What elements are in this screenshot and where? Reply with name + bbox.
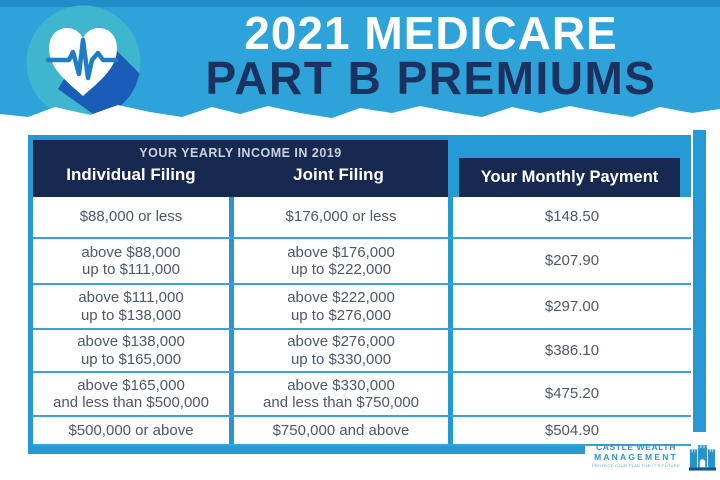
payment-cell: $504.90 bbox=[453, 417, 691, 444]
page-title-line1: 2021 MEDICARE bbox=[244, 7, 618, 59]
payment-cell: $148.50 bbox=[453, 197, 691, 237]
income-group-header: YOUR YEARLY INCOME IN 2019 Individual Fi… bbox=[33, 140, 448, 197]
payment-cell: $297.00 bbox=[453, 285, 691, 328]
table-frame-left bbox=[28, 135, 33, 454]
brand-name: CASTLE WEALTH MANAGEMENT PROTECT YOUR PL… bbox=[586, 442, 686, 468]
column-divider bbox=[229, 285, 234, 328]
table-row: above $88,000 up to $111,000 above $176,… bbox=[33, 237, 691, 283]
page-title: 2021 MEDICARE PART B PREMIUMS bbox=[148, 7, 714, 104]
income-cell-individual: above $165,000 and less than $500,000 bbox=[33, 373, 229, 415]
castle-icon bbox=[689, 443, 716, 477]
column-divider bbox=[229, 417, 234, 444]
income-cell-individual: $88,000 or less bbox=[33, 197, 229, 237]
column-divider bbox=[229, 373, 234, 415]
brand-name-line2: MANAGEMENT bbox=[594, 451, 678, 462]
column-divider bbox=[229, 330, 234, 371]
brand-name-line1: CASTLE WEALTH bbox=[596, 442, 676, 452]
table-frame-right bbox=[693, 130, 706, 432]
income-cell-joint: above $330,000 and less than $750,000 bbox=[234, 373, 448, 415]
column-divider bbox=[448, 417, 453, 444]
heart-pulse-icon bbox=[25, 4, 142, 121]
column-header-individual: Individual Filing bbox=[66, 165, 196, 184]
payment-cell: $475.20 bbox=[453, 373, 691, 415]
income-cell-individual: above $138,000 up to $165,000 bbox=[33, 330, 229, 371]
column-divider bbox=[448, 330, 453, 371]
income-cell-individual: above $111,000 up to $138,000 bbox=[33, 285, 229, 328]
income-cell-individual: $500,000 or above bbox=[33, 417, 229, 444]
column-divider bbox=[448, 373, 453, 415]
payment-cell: $386.10 bbox=[453, 330, 691, 371]
table-row: above $165,000 and less than $500,000 ab… bbox=[33, 371, 691, 415]
column-divider bbox=[229, 239, 234, 283]
column-headers: Individual Filing Joint Filing bbox=[33, 165, 448, 185]
income-cell-joint: above $222,000 up to $276,000 bbox=[234, 285, 448, 328]
table-row: $88,000 or less $176,000 or less $148.50 bbox=[33, 197, 691, 237]
brand-logo: CASTLE WEALTH MANAGEMENT PROTECT YOUR PL… bbox=[586, 442, 716, 477]
income-cell-joint: above $276,000 up to $330,000 bbox=[234, 330, 448, 371]
brand-tagline: PROTECT YOUR PLAN FOR IT'S FUTURE bbox=[591, 462, 681, 468]
table-row: above $111,000 up to $138,000 above $222… bbox=[33, 283, 691, 328]
payment-cell: $207.90 bbox=[453, 239, 691, 283]
premium-table-body: $88,000 or less $176,000 or less $148.50… bbox=[33, 197, 691, 446]
table-row: above $138,000 up to $165,000 above $276… bbox=[33, 328, 691, 371]
group-header-label: YOUR YEARLY INCOME IN 2019 bbox=[139, 146, 342, 160]
table-frame-top bbox=[28, 135, 691, 140]
column-divider bbox=[448, 239, 453, 283]
column-divider bbox=[448, 197, 453, 237]
payment-header-area: Your Monthly Payment bbox=[448, 140, 691, 197]
torn-paper-edge bbox=[0, 105, 720, 130]
column-divider bbox=[448, 285, 453, 328]
hero-top-strip bbox=[0, 0, 720, 7]
income-cell-joint: $176,000 or less bbox=[234, 197, 448, 237]
column-divider bbox=[229, 197, 234, 237]
table-row: $500,000 or above $750,000 and above $50… bbox=[33, 415, 691, 444]
page-title-line2: PART B PREMIUMS bbox=[205, 52, 657, 104]
income-cell-joint: above $176,000 up to $222,000 bbox=[234, 239, 448, 283]
income-cell-individual: above $88,000 up to $111,000 bbox=[33, 239, 229, 283]
table-frame-bottom bbox=[28, 444, 585, 454]
income-cell-joint: $750,000 and above bbox=[234, 417, 448, 444]
column-header-payment: Your Monthly Payment bbox=[459, 158, 680, 197]
column-header-joint: Joint Filing bbox=[293, 165, 384, 184]
